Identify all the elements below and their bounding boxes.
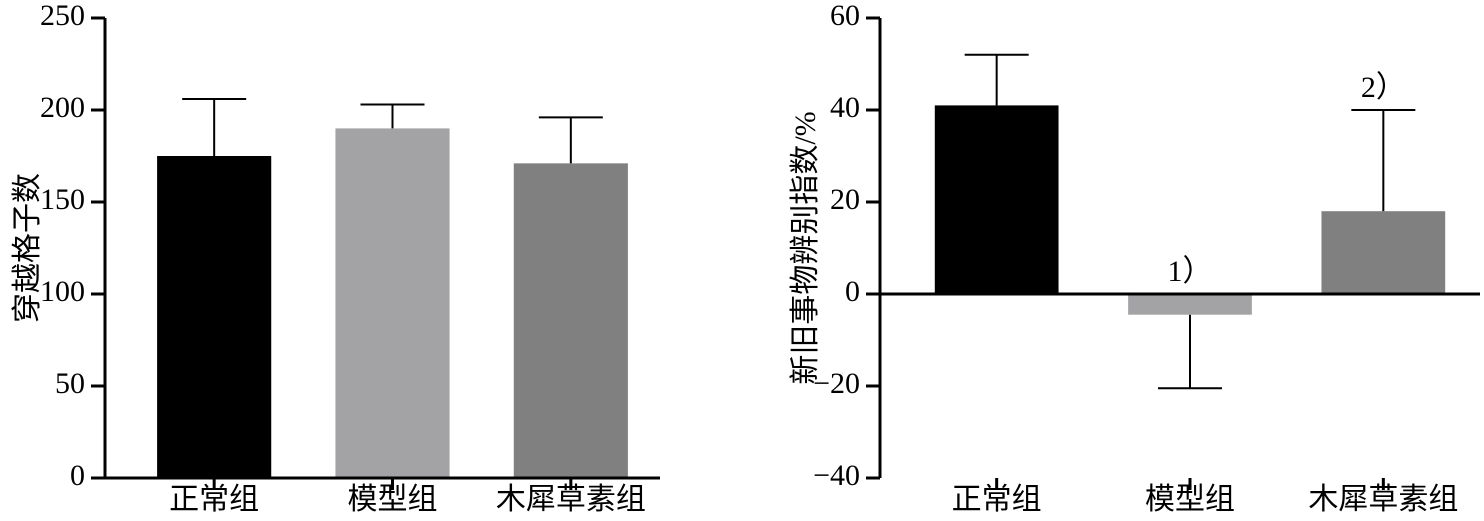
x-tick-label: 正常组 (169, 483, 259, 516)
bar (157, 156, 272, 478)
y-tick-label: −40 (813, 459, 860, 492)
bar (934, 105, 1059, 295)
y-tick-label: 0 (70, 459, 85, 492)
y-tick-label: 100 (40, 275, 85, 308)
x-tick-label: 模型组 (348, 483, 438, 516)
y-tick-label: 0 (845, 275, 860, 308)
y-tick-label: −20 (813, 367, 860, 400)
bar-annotation: 2） (1361, 71, 1406, 104)
x-tick-label: 正常组 (952, 483, 1042, 516)
bar (1128, 294, 1252, 315)
bar (335, 128, 450, 478)
y-axis-label: 新旧事物辨别指数/% (789, 111, 822, 384)
bar (513, 163, 628, 479)
x-tick-label: 木犀草素组 (496, 483, 646, 516)
x-tick-label: 模型组 (1145, 483, 1235, 516)
bar (1321, 211, 1446, 294)
y-tick-label: 150 (40, 183, 85, 216)
y-tick-label: 250 (40, 0, 85, 32)
y-tick-label: 50 (55, 367, 85, 400)
x-tick-label: 木犀草素组 (1308, 483, 1458, 516)
y-tick-label: 200 (40, 91, 85, 124)
y-axis-label: 穿越格子数 (11, 173, 44, 323)
y-tick-label: 20 (830, 183, 860, 216)
bar-annotation: 1） (1168, 255, 1213, 288)
y-tick-label: 60 (830, 0, 860, 32)
y-tick-label: 40 (830, 91, 860, 124)
